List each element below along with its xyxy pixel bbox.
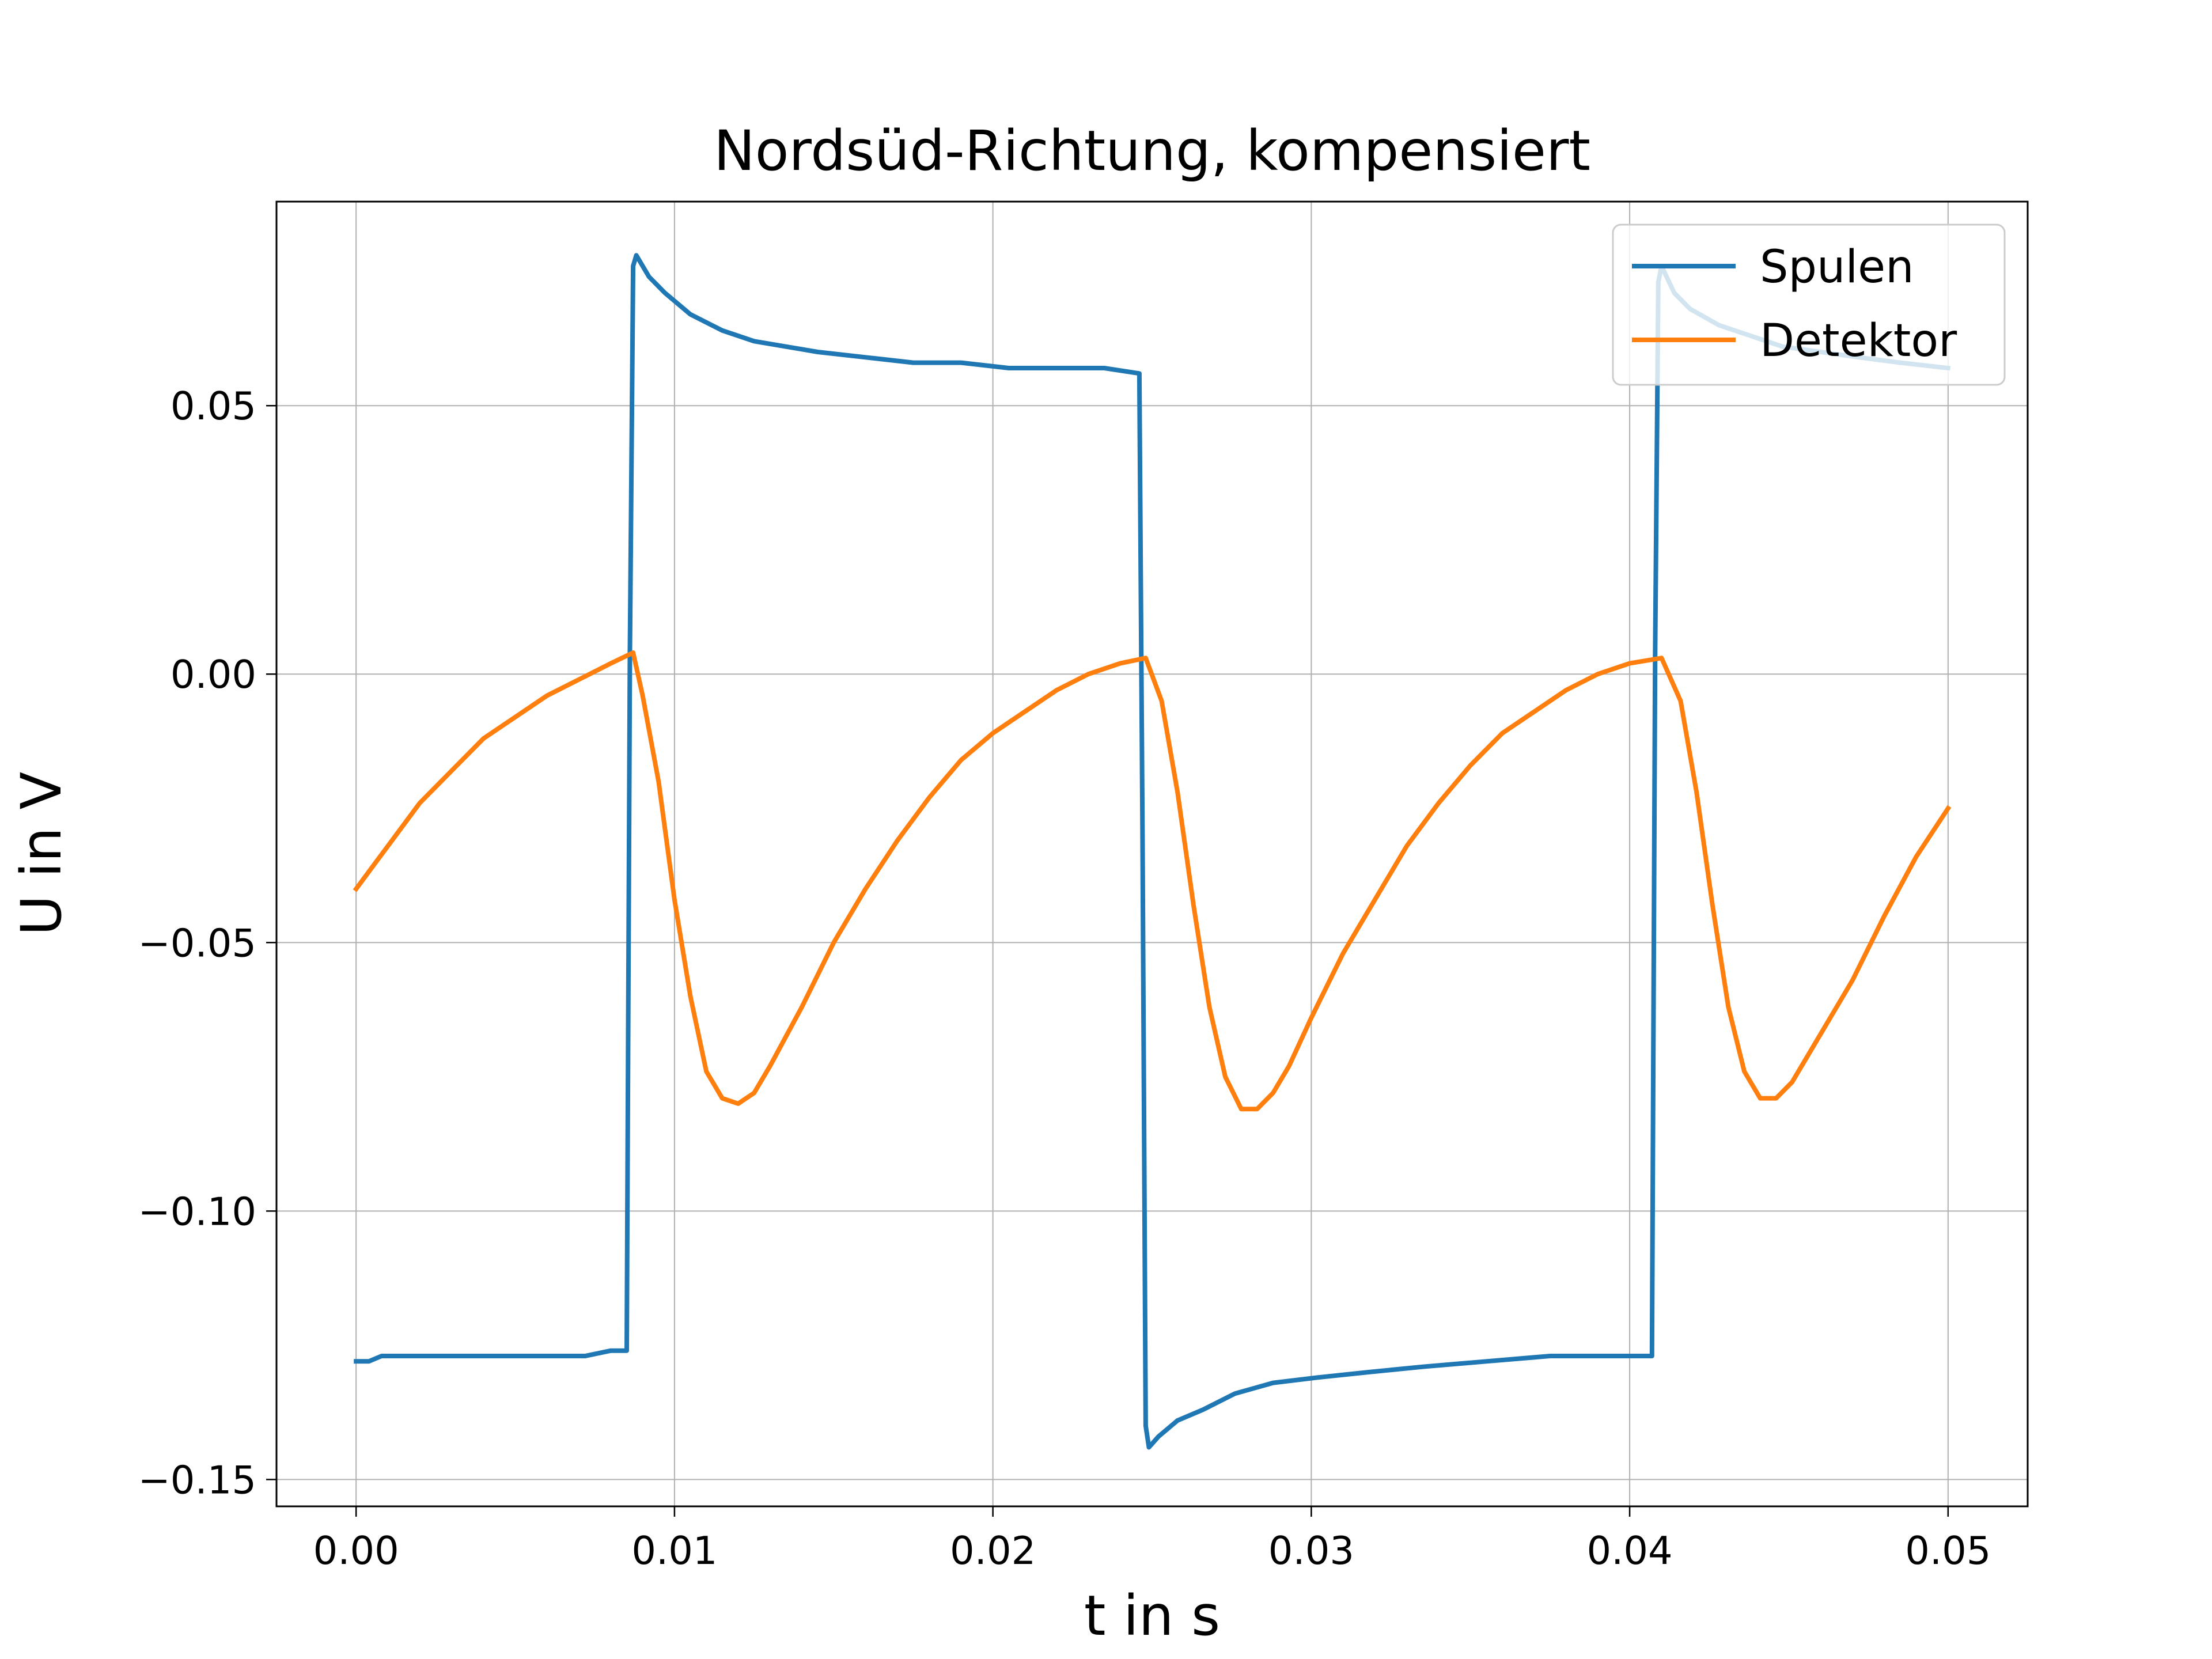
ticks: 0.00 0.01 0.02 0.03 0.04 0.05 0.05 0.00 −0.05 −0.… [138, 384, 1991, 1573]
y-tick-label: 0.05 [171, 384, 256, 429]
y-tick-label: −0.05 [138, 921, 256, 965]
grid [276, 202, 2028, 1506]
x-tick-label: 0.04 [1586, 1528, 1672, 1573]
legend-label-detektor: Detektor [1760, 315, 1957, 367]
series-line-detektor [353, 650, 1952, 1112]
x-tick-label: 0.01 [631, 1528, 717, 1573]
y-axis-label: U in V [9, 772, 74, 935]
legend-label-spulen: Spulen [1760, 241, 1914, 293]
legend: Spulen Detektor [1612, 224, 2006, 386]
x-tick-label: 0.05 [1905, 1528, 1991, 1573]
plot-frame [275, 200, 2029, 1508]
chart-title: Nordsüd-Richtung, kompensiert [714, 119, 1590, 183]
y-tick-label: 0.00 [171, 652, 256, 697]
y-tick-label: −0.15 [138, 1457, 256, 1502]
x-tick-label: 0.03 [1268, 1528, 1354, 1573]
x-axis-label: t in s [1084, 1584, 1220, 1648]
x-tick-label: 0.00 [313, 1528, 399, 1573]
y-tick-label: −0.10 [138, 1189, 256, 1234]
x-tick-label: 0.02 [950, 1528, 1036, 1573]
